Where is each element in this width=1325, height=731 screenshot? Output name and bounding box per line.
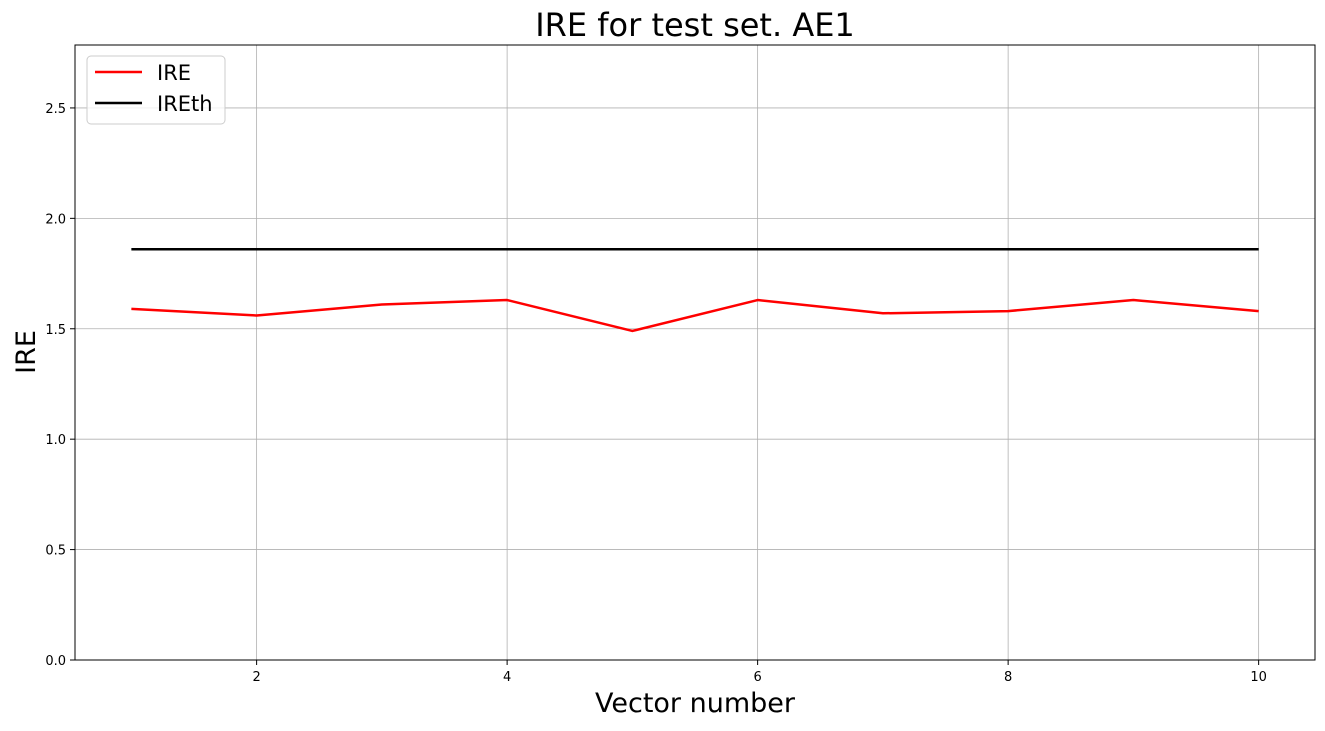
x-tick-label: 2 — [252, 670, 260, 685]
ticks: 2 4 6 8 10 0.0 0.5 1.0 1.5 2.0 2.5 — [45, 102, 1267, 685]
y-tick-label: 0.5 — [45, 544, 66, 559]
series-lines — [131, 248, 1259, 333]
chart-title: IRE for test set. AE1 — [535, 6, 855, 44]
legend-label-ire: IRE — [157, 61, 191, 85]
y-tick-label: 2.5 — [45, 102, 66, 117]
x-tick-label: 10 — [1250, 670, 1267, 685]
x-axis-label: Vector number — [595, 688, 796, 719]
legend-label-ireth: IREth — [157, 92, 213, 116]
grid — [75, 45, 1315, 660]
x-tick-label: 6 — [753, 670, 761, 685]
legend: IRE IREth — [86, 55, 226, 125]
x-tick-label: 4 — [503, 670, 511, 685]
y-tick-label: 0.0 — [45, 654, 66, 669]
y-axis-label: IRE — [11, 330, 42, 374]
series-line-ire — [131, 298, 1259, 333]
y-tick-label: 1.5 — [45, 323, 66, 338]
y-tick-label: 2.0 — [45, 212, 66, 227]
plot-frame — [74, 44, 1316, 661]
x-tick-label: 8 — [1004, 670, 1012, 685]
y-tick-label: 1.0 — [45, 433, 66, 448]
